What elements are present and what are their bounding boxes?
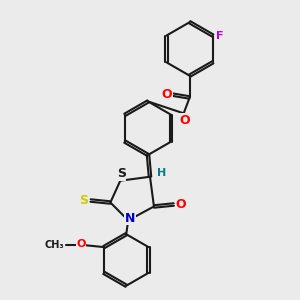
Text: O: O [161,88,172,101]
Text: H: H [157,168,167,178]
Text: O: O [179,114,190,127]
Text: O: O [76,239,86,249]
Text: S: S [117,167,126,180]
Text: F: F [216,31,224,40]
Text: N: N [125,212,135,225]
Text: O: O [176,198,186,211]
Text: S: S [79,194,88,207]
Text: CH₃: CH₃ [45,240,64,250]
